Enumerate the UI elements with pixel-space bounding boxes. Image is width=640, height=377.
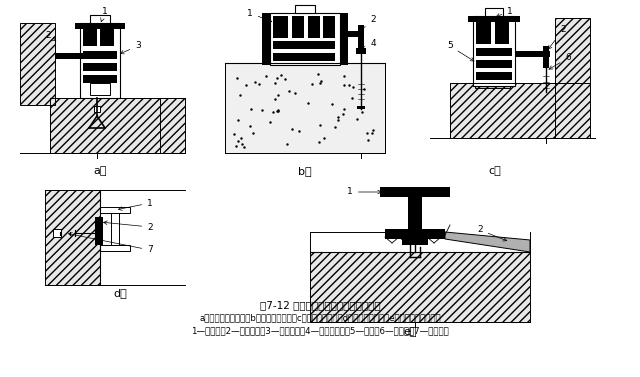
- Text: 4: 4: [358, 38, 376, 50]
- Bar: [308, 16, 320, 38]
- Bar: [468, 16, 520, 22]
- Bar: [80, 23, 120, 98]
- Bar: [473, 16, 515, 86]
- Bar: [555, 18, 590, 93]
- Bar: [380, 187, 450, 197]
- Bar: [100, 26, 114, 46]
- Text: 1: 1: [347, 187, 381, 196]
- Bar: [225, 63, 385, 153]
- Text: 1: 1: [100, 6, 108, 21]
- Text: a）: a）: [93, 166, 107, 176]
- Bar: [402, 239, 428, 245]
- Bar: [323, 16, 335, 38]
- Text: 1: 1: [247, 9, 272, 22]
- Text: 6: 6: [549, 54, 571, 69]
- Bar: [385, 229, 445, 239]
- Bar: [476, 19, 491, 44]
- Bar: [20, 23, 55, 105]
- Text: 1: 1: [496, 6, 513, 17]
- Bar: [495, 19, 509, 44]
- Bar: [100, 245, 130, 251]
- Bar: [90, 15, 110, 23]
- Bar: [357, 106, 365, 109]
- Bar: [262, 13, 270, 65]
- Bar: [310, 252, 530, 322]
- Text: 7: 7: [68, 233, 153, 254]
- Bar: [408, 197, 422, 229]
- Bar: [273, 41, 335, 49]
- Text: b）: b）: [298, 166, 312, 176]
- Bar: [358, 25, 364, 50]
- Bar: [95, 217, 103, 245]
- Bar: [75, 23, 125, 29]
- Text: 1: 1: [118, 199, 153, 210]
- Bar: [515, 51, 550, 57]
- Bar: [340, 13, 348, 65]
- Text: 2: 2: [477, 225, 507, 241]
- Bar: [83, 63, 117, 71]
- Bar: [270, 13, 340, 65]
- Bar: [90, 83, 110, 95]
- Text: d）: d）: [113, 288, 127, 298]
- Text: 2: 2: [45, 32, 56, 41]
- Bar: [55, 53, 85, 59]
- Bar: [475, 60, 510, 88]
- Polygon shape: [445, 232, 530, 252]
- Bar: [50, 98, 165, 153]
- Text: 2: 2: [358, 15, 376, 33]
- Text: 5: 5: [447, 41, 474, 61]
- Bar: [94, 106, 100, 112]
- Bar: [160, 98, 185, 153]
- Bar: [543, 46, 549, 68]
- Bar: [450, 83, 565, 138]
- Text: 图7-12 铝合金门窗框与墙体的连接方式: 图7-12 铝合金门窗框与墙体的连接方式: [260, 300, 380, 310]
- Bar: [273, 16, 288, 38]
- Bar: [555, 83, 590, 138]
- Text: 2: 2: [548, 26, 566, 49]
- Text: 3: 3: [120, 41, 141, 54]
- Bar: [476, 72, 512, 80]
- Text: c）: c）: [488, 166, 501, 176]
- Bar: [111, 213, 119, 245]
- Bar: [340, 31, 362, 37]
- Bar: [356, 48, 366, 54]
- Bar: [485, 8, 503, 16]
- Bar: [476, 48, 512, 56]
- Bar: [83, 51, 117, 59]
- Bar: [273, 53, 335, 61]
- Bar: [83, 75, 117, 83]
- Bar: [295, 5, 315, 13]
- Text: 1—门窗框；2—连接铁件；3—燕尾铁脚；4—射（钢）钉；5—木砖；6—木螺钉；7—膨胀螺钉: 1—门窗框；2—连接铁件；3—燕尾铁脚；4—射（钢）钉；5—木砖；6—木螺钉；7…: [191, 326, 449, 335]
- Bar: [83, 26, 97, 46]
- Text: a）预留洞燕尾铁脚；b）射钉连接方式；c）预埋木砖连接；d）膨胀螺钉连接；e）预埋铁件焊接连接: a）预留洞燕尾铁脚；b）射钉连接方式；c）预埋木砖连接；d）膨胀螺钉连接；e）预…: [199, 313, 441, 322]
- Bar: [100, 207, 130, 213]
- Text: 2: 2: [104, 221, 153, 231]
- Text: e）: e）: [403, 327, 417, 337]
- Bar: [53, 229, 61, 237]
- Bar: [476, 60, 512, 68]
- Bar: [292, 16, 304, 38]
- Bar: [45, 190, 100, 285]
